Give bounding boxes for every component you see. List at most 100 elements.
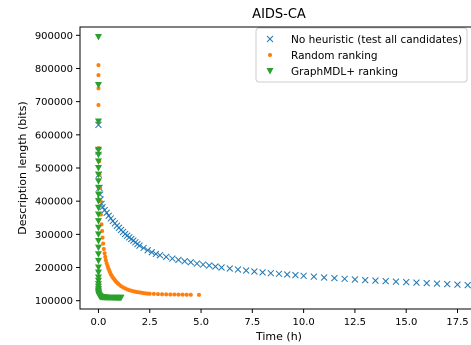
y-tick-label: 800000 bbox=[35, 64, 73, 75]
data-point bbox=[199, 261, 207, 268]
data-point bbox=[193, 260, 201, 267]
data-point bbox=[94, 251, 102, 258]
data-point bbox=[402, 278, 410, 286]
y-tick-label: 700000 bbox=[35, 97, 73, 108]
x-axis-label: Time (h) bbox=[255, 330, 302, 343]
data-point bbox=[94, 274, 102, 281]
series-0 bbox=[95, 121, 471, 289]
data-point bbox=[94, 184, 102, 192]
y-axis: 100000 200000 300000 400000 500000 600000 7000… bbox=[35, 31, 80, 307]
data-point bbox=[147, 291, 152, 296]
data-point bbox=[196, 292, 201, 297]
y-tick-label: 400000 bbox=[35, 197, 73, 208]
data-point bbox=[94, 237, 102, 245]
data-point bbox=[94, 171, 102, 179]
data-point bbox=[94, 118, 102, 126]
data-point bbox=[251, 268, 258, 275]
data-point bbox=[218, 264, 225, 271]
data-point bbox=[212, 263, 219, 270]
data-point bbox=[180, 292, 185, 297]
y-tick-label: 300000 bbox=[35, 230, 73, 241]
data-point bbox=[392, 278, 400, 285]
data-point bbox=[275, 270, 283, 278]
data-point bbox=[292, 271, 299, 279]
plot-marks bbox=[94, 33, 471, 302]
data-point bbox=[361, 276, 369, 284]
x-tick-label: 7.5 bbox=[244, 317, 260, 328]
data-point bbox=[96, 102, 101, 107]
data-point bbox=[152, 250, 160, 258]
data-point bbox=[136, 242, 143, 249]
legend: No heuristic (test all candidates) Random… bbox=[255, 27, 468, 83]
data-point bbox=[283, 271, 291, 278]
data-point bbox=[259, 268, 266, 276]
y-tick-label: 500000 bbox=[35, 164, 73, 175]
data-point bbox=[144, 246, 152, 254]
data-point bbox=[423, 279, 431, 287]
data-point bbox=[162, 253, 170, 261]
y-tick-label: 200000 bbox=[35, 263, 73, 274]
data-point bbox=[94, 33, 102, 41]
y-axis-label: Description length (bits) bbox=[16, 101, 29, 234]
data-point bbox=[176, 292, 181, 297]
data-point bbox=[242, 267, 250, 274]
data-point bbox=[94, 218, 102, 225]
legend-marker bbox=[268, 53, 272, 57]
legend-box bbox=[255, 27, 468, 83]
data-point bbox=[454, 281, 461, 288]
legend-label: Random ranking bbox=[291, 50, 378, 62]
data-point bbox=[94, 151, 102, 159]
data-point bbox=[184, 292, 189, 297]
data-point bbox=[94, 269, 102, 277]
data-point bbox=[205, 262, 213, 269]
data-point bbox=[151, 291, 156, 296]
data-point bbox=[310, 273, 318, 281]
data-point bbox=[94, 191, 102, 199]
legend-marker bbox=[266, 68, 274, 75]
data-point bbox=[382, 277, 390, 285]
data-point bbox=[96, 73, 101, 78]
x-tick-label: 17.5 bbox=[446, 317, 468, 328]
data-point bbox=[160, 292, 165, 297]
data-point bbox=[96, 63, 101, 68]
data-point bbox=[94, 277, 102, 285]
data-point bbox=[148, 248, 156, 256]
chart-title: AIDS-CA bbox=[252, 7, 306, 22]
data-point bbox=[94, 264, 102, 272]
data-point bbox=[320, 274, 328, 281]
data-point bbox=[341, 275, 349, 283]
y-tick-label: 100000 bbox=[35, 296, 73, 307]
data-point bbox=[234, 266, 242, 273]
data-point bbox=[101, 241, 106, 246]
data-point bbox=[181, 257, 188, 265]
y-tick-label: 900000 bbox=[35, 31, 73, 42]
data-point bbox=[94, 211, 102, 218]
data-point bbox=[168, 292, 173, 297]
data-point bbox=[443, 280, 451, 288]
data-point bbox=[101, 246, 106, 251]
data-point bbox=[156, 251, 164, 259]
x-tick-label: 15.0 bbox=[395, 317, 417, 328]
data-point bbox=[117, 294, 125, 302]
legend-marker bbox=[266, 35, 274, 43]
data-point bbox=[331, 274, 338, 282]
data-point bbox=[94, 146, 102, 154]
data-point bbox=[94, 158, 102, 165]
data-point bbox=[102, 251, 107, 256]
data-point bbox=[226, 265, 234, 272]
data-point bbox=[103, 254, 108, 259]
legend-label: No heuristic (test all candidates) bbox=[291, 34, 462, 46]
data-point bbox=[175, 256, 182, 264]
legend-label: GraphMDL+ ranking bbox=[291, 66, 398, 78]
data-point bbox=[94, 244, 102, 252]
data-point bbox=[433, 280, 441, 287]
data-point bbox=[140, 244, 147, 252]
data-point bbox=[413, 279, 420, 286]
data-point bbox=[372, 277, 379, 284]
data-point bbox=[94, 257, 102, 265]
data-point bbox=[464, 281, 471, 289]
x-tick-label: 2.5 bbox=[142, 317, 158, 328]
data-point bbox=[351, 276, 359, 283]
data-point bbox=[187, 258, 195, 266]
